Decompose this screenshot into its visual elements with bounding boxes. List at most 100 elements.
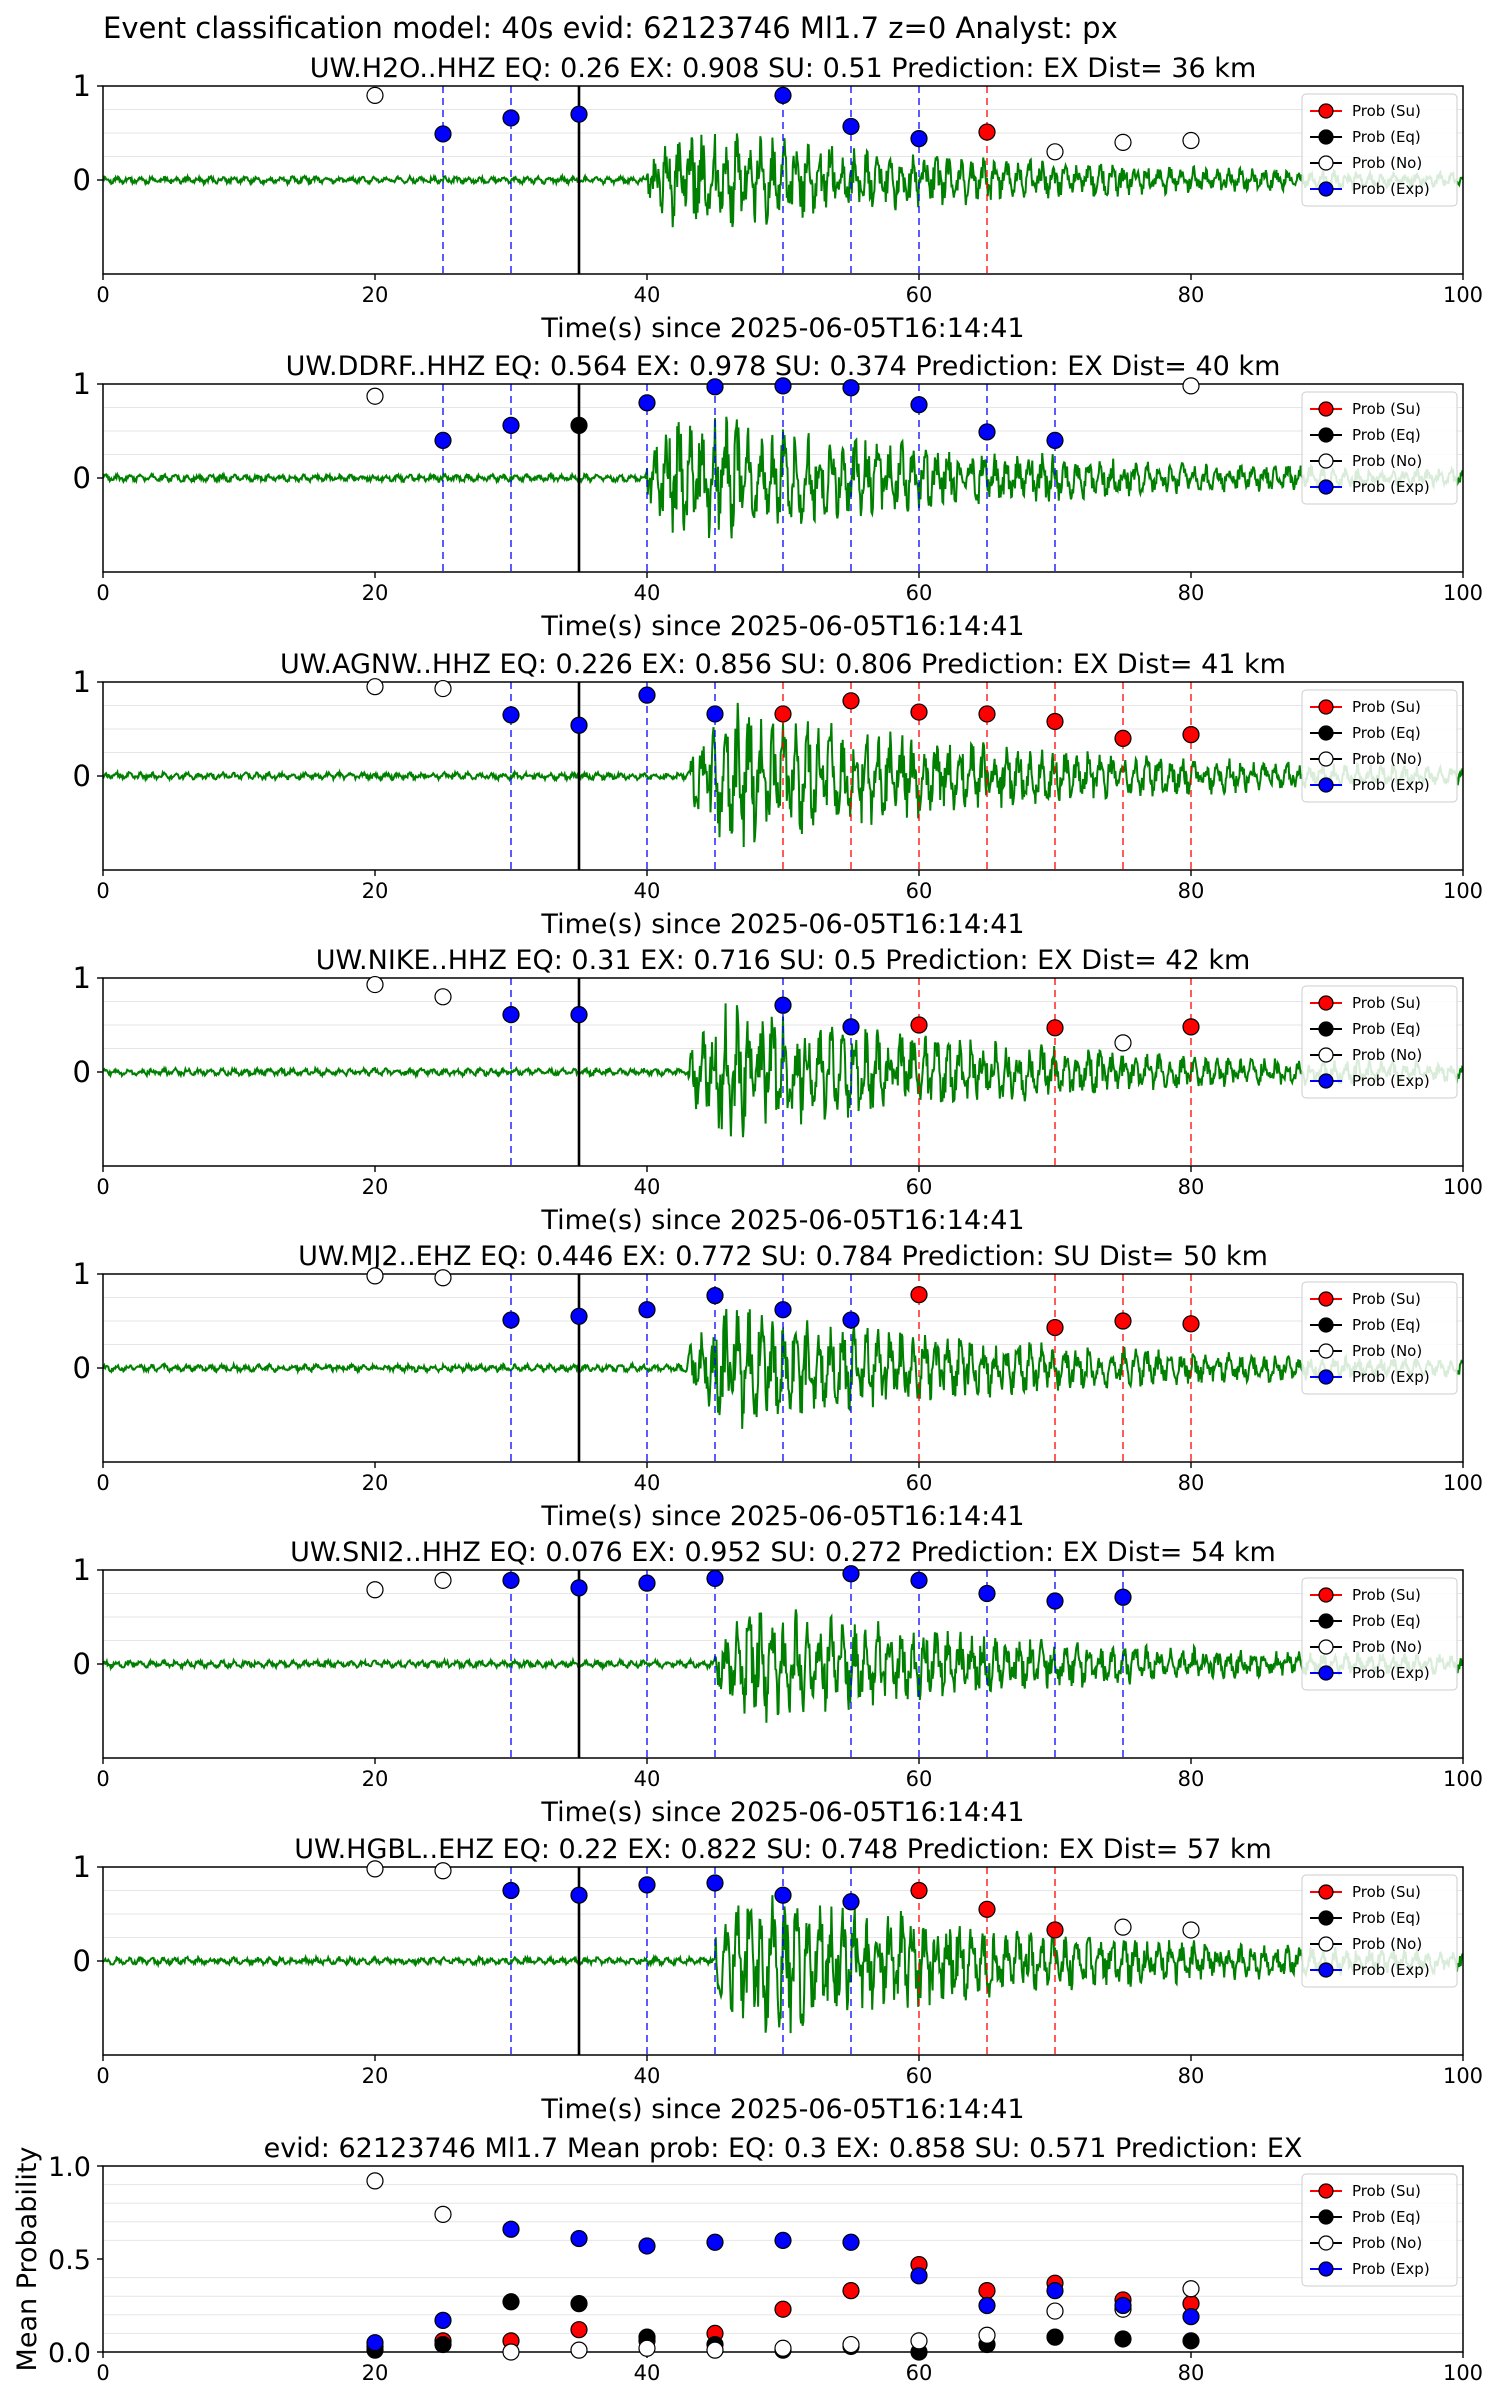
prob-point-exp bbox=[911, 1572, 927, 1588]
prob-point-exp bbox=[775, 378, 791, 394]
prob-point-exp bbox=[639, 395, 655, 411]
legend-marker-exp bbox=[1319, 182, 1333, 196]
x-tick-label: 60 bbox=[906, 1175, 933, 1199]
legend-label: Prob (No) bbox=[1352, 1935, 1422, 1953]
x-tick-label: 0 bbox=[96, 2064, 109, 2088]
legend-marker-exp bbox=[1319, 2262, 1333, 2276]
station-panel: UW.HGBL..EHZ EQ: 0.22 EX: 0.822 SU: 0.74… bbox=[73, 1834, 1484, 2125]
prob-point-exp bbox=[1047, 432, 1063, 448]
x-tick-label: 100 bbox=[1443, 2064, 1483, 2088]
x-tick-label: 40 bbox=[634, 1767, 661, 1791]
legend-label: Prob (Su) bbox=[1352, 994, 1421, 1012]
legend-marker-eq bbox=[1319, 130, 1333, 144]
y-tick-label: 0 bbox=[73, 1351, 91, 1385]
prob-point-exp bbox=[775, 1887, 791, 1903]
y-tick-label: 0 bbox=[73, 1647, 91, 1681]
prob-point-eq bbox=[503, 2294, 519, 2310]
x-axis-label: Time(s) since 2025-06-05T16:14:41 bbox=[540, 1205, 1024, 1236]
prob-point-exp bbox=[1183, 2309, 1199, 2325]
legend-label: Prob (No) bbox=[1352, 750, 1422, 768]
prob-point-exp bbox=[1115, 2298, 1131, 2314]
x-tick-label: 20 bbox=[362, 1471, 389, 1495]
waveform-trace bbox=[103, 1609, 1463, 1722]
prob-point-su bbox=[1047, 713, 1063, 729]
prob-point-exp bbox=[979, 424, 995, 440]
prob-point-no bbox=[367, 1861, 383, 1877]
prob-point-exp bbox=[911, 2268, 927, 2284]
x-tick-label: 40 bbox=[634, 581, 661, 605]
legend-marker-su bbox=[1319, 1885, 1333, 1899]
prob-point-exp bbox=[503, 1883, 519, 1899]
legend-marker-exp bbox=[1319, 1074, 1333, 1088]
legend-label: Prob (Eq) bbox=[1352, 724, 1421, 742]
y-tick-label: 1 bbox=[73, 69, 91, 103]
legend-marker-no bbox=[1319, 156, 1333, 170]
x-tick-label: 40 bbox=[634, 2064, 661, 2088]
legend-marker-no bbox=[1319, 1937, 1333, 1951]
prob-point-no bbox=[979, 2327, 995, 2343]
prob-point-no bbox=[1047, 2303, 1063, 2319]
prob-point-no bbox=[435, 681, 451, 697]
x-tick-label: 60 bbox=[906, 2064, 933, 2088]
prob-point-exp bbox=[911, 397, 927, 413]
prob-point-eq bbox=[1115, 2331, 1131, 2347]
legend-label: Prob (Eq) bbox=[1352, 2208, 1421, 2226]
prob-point-exp bbox=[571, 1580, 587, 1596]
x-tick-label: 100 bbox=[1443, 283, 1483, 307]
y-tick-label: 1 bbox=[73, 1850, 91, 1884]
prob-point-exp bbox=[707, 1288, 723, 1304]
prob-point-su bbox=[1183, 1019, 1199, 1035]
panels-container: UW.H2O..HHZ EQ: 0.26 EX: 0.908 SU: 0.51 … bbox=[12, 53, 1483, 2385]
legend-label: Prob (Exp) bbox=[1352, 776, 1430, 794]
waveform-trace bbox=[103, 1003, 1463, 1137]
legend-label: Prob (Exp) bbox=[1352, 1961, 1430, 1979]
station-panel: UW.AGNW..HHZ EQ: 0.226 EX: 0.856 SU: 0.8… bbox=[73, 649, 1484, 940]
legend-label: Prob (Su) bbox=[1352, 2182, 1421, 2200]
prob-point-exp bbox=[1047, 1593, 1063, 1609]
prob-point-no bbox=[1183, 1922, 1199, 1938]
y-tick-label: 0.5 bbox=[48, 2245, 91, 2276]
legend-marker-su bbox=[1319, 2184, 1333, 2198]
x-tick-label: 80 bbox=[1178, 581, 1205, 605]
x-tick-label: 60 bbox=[906, 2361, 933, 2385]
prob-point-no bbox=[435, 1863, 451, 1879]
prob-point-no bbox=[367, 2173, 383, 2189]
prob-point-su bbox=[911, 1017, 927, 1033]
prob-point-no bbox=[1115, 1919, 1131, 1935]
prob-point-exp bbox=[1047, 2283, 1063, 2299]
axes-frame bbox=[103, 2166, 1463, 2352]
legend-label: Prob (Exp) bbox=[1352, 1072, 1430, 1090]
legend-marker-su bbox=[1319, 1292, 1333, 1306]
legend-label: Prob (No) bbox=[1352, 1638, 1422, 1656]
legend-label: Prob (Exp) bbox=[1352, 1368, 1430, 1386]
legend-label: Prob (Eq) bbox=[1352, 1909, 1421, 1927]
prob-point-no bbox=[367, 977, 383, 993]
prob-point-exp bbox=[571, 1887, 587, 1903]
prob-point-no bbox=[1183, 378, 1199, 394]
x-tick-label: 80 bbox=[1178, 2064, 1205, 2088]
prob-point-no bbox=[435, 1572, 451, 1588]
legend-label: Prob (Su) bbox=[1352, 1883, 1421, 1901]
y-tick-label: 1 bbox=[73, 367, 91, 401]
prob-point-no bbox=[1115, 134, 1131, 150]
prob-point-exp bbox=[843, 2234, 859, 2250]
legend-label: Prob (No) bbox=[1352, 1046, 1422, 1064]
x-tick-label: 40 bbox=[634, 1175, 661, 1199]
prob-point-no bbox=[1183, 133, 1199, 149]
prob-point-exp bbox=[707, 2234, 723, 2250]
prob-point-su bbox=[979, 706, 995, 722]
x-tick-label: 60 bbox=[906, 879, 933, 903]
prob-point-no bbox=[1115, 1035, 1131, 1051]
x-tick-label: 0 bbox=[96, 283, 109, 307]
prob-point-exp bbox=[979, 1586, 995, 1602]
prob-point-su bbox=[1047, 1020, 1063, 1036]
legend-label: Prob (No) bbox=[1352, 452, 1422, 470]
prob-point-exp bbox=[707, 706, 723, 722]
prob-point-exp bbox=[843, 1566, 859, 1582]
prob-point-eq bbox=[571, 417, 587, 433]
x-axis-label: Time(s) since 2025-06-05T16:14:41 bbox=[540, 2094, 1024, 2125]
y-tick-label: 1 bbox=[73, 961, 91, 995]
prob-point-exp bbox=[639, 1877, 655, 1893]
panel-title: evid: 62123746 Ml1.7 Mean prob: EQ: 0.3 … bbox=[264, 2133, 1303, 2164]
prob-point-exp bbox=[775, 2232, 791, 2248]
